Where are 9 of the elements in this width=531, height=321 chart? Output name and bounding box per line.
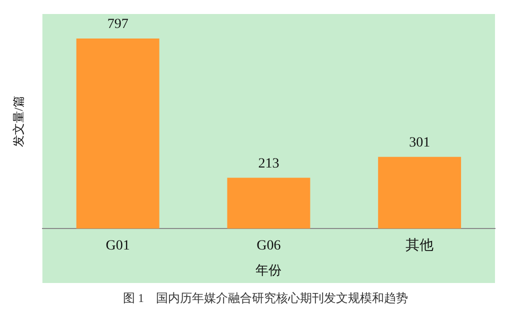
caption: 图 1 国内历年媒介融合研究核心期刊发文规模和趋势 (123, 291, 408, 306)
x-tick-label: G06 (256, 238, 281, 254)
x-tick-label: G01 (106, 238, 130, 254)
data-label: 301 (409, 136, 430, 150)
y-axis-title: 发文量/篇 (11, 96, 26, 147)
data-label: 797 (107, 17, 128, 32)
data-label: 213 (258, 156, 280, 172)
x-tick-label: 其他 (406, 238, 434, 254)
x-axis-title: 年份 (256, 262, 282, 278)
